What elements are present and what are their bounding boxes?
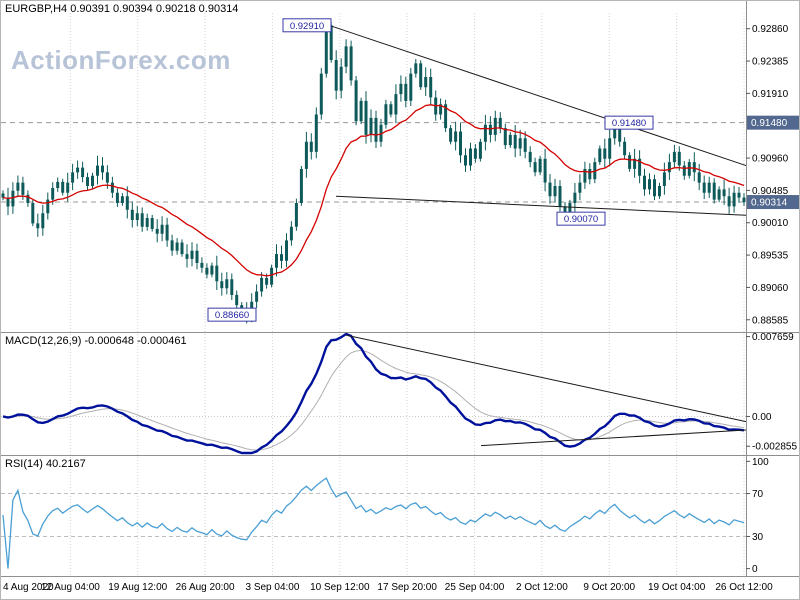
- symbol-ohlc-header: EURGBP,H4 0.90391 0.90394 0.90218 0.9031…: [5, 3, 239, 15]
- price-label-box: [556, 211, 606, 226]
- price-axis-tick: 0.89535: [752, 251, 789, 262]
- price-axis-tick: 0.90485: [752, 186, 789, 197]
- time-axis-label: 26 Oct 12:00: [715, 582, 773, 593]
- price-axis-tick: 0.91910: [752, 89, 789, 100]
- rsi-axis-tick: 100: [752, 457, 769, 468]
- time-axis-label: 9 Oct 20:00: [583, 582, 636, 593]
- axis-highlight-label: 0.91480: [751, 118, 788, 129]
- rsi-indicator-header: RSI(14) 40.2167: [5, 458, 86, 470]
- macd-trendline: [480, 429, 747, 447]
- price-label-text: 0.91480: [612, 118, 646, 129]
- moving-average-line: [2, 104, 745, 277]
- price-axis-tick: 0.90010: [752, 218, 789, 229]
- axis-highlight-box: [747, 195, 799, 210]
- price-label-box: [207, 307, 257, 322]
- price-label-text: 0.90070: [564, 214, 598, 225]
- price-label-box: [604, 115, 654, 130]
- price-axis-tick: 0.92860: [752, 24, 789, 35]
- macd-axis-tick: 0.007659: [752, 332, 794, 343]
- time-axis-label: 12 Aug 04:00: [40, 582, 100, 593]
- time-axis: 4 Aug 2020 12 Aug 04:00 19 Aug 12:00 26 Aug…: [1, 576, 799, 599]
- rsi-axis-tick: 30: [752, 532, 764, 543]
- rsi-line: [2, 477, 745, 569]
- time-axis-label: 19 Oct 04:00: [647, 582, 706, 593]
- time-axis-label: 17 Sep 20:00: [377, 582, 437, 593]
- axis-highlight-label: 0.90314: [751, 198, 788, 209]
- macd-axis-tick: -0.002855: [752, 442, 797, 453]
- price-axis-tick: 0.88585: [752, 315, 789, 326]
- rsi-axis-tick: 70: [752, 489, 764, 500]
- macd-trendline: [345, 334, 747, 423]
- macd-indicator-header: MACD(12,26,9) -0.000648 -0.000461: [5, 335, 187, 347]
- macd-signal-line: [2, 349, 745, 451]
- macd-main-line: [2, 332, 745, 455]
- time-axis-label: 25 Sep 04:00: [444, 582, 505, 593]
- time-axis-label: 3 Sep 04:00: [245, 582, 300, 593]
- price-label-text: 0.88660: [215, 310, 249, 321]
- rsi-axis-tick: 0: [752, 564, 758, 575]
- price-axis-tick: 0.90960: [752, 154, 789, 165]
- time-axis-label: 10 Sep 12:00: [310, 582, 370, 593]
- price-label-text: 0.92910: [290, 21, 324, 32]
- watermark: ActionForex.com: [11, 45, 231, 75]
- price-label-box: [282, 18, 332, 33]
- price-axis-tick: 0.92385: [752, 57, 789, 68]
- time-axis-label: 19 Aug 12:00: [108, 582, 168, 593]
- price-trendline: [320, 22, 747, 167]
- time-axis-label: 26 Aug 20:00: [175, 582, 235, 593]
- time-axis-label: 4 Aug 2020: [3, 582, 54, 593]
- price-axis-tick: 0.89060: [752, 283, 789, 294]
- price-trendline: [335, 195, 747, 216]
- time-axis-label: 2 Oct 12:00: [516, 582, 568, 593]
- macd-axis-tick: 0.00: [752, 412, 772, 423]
- axis-highlight-box: [747, 115, 799, 130]
